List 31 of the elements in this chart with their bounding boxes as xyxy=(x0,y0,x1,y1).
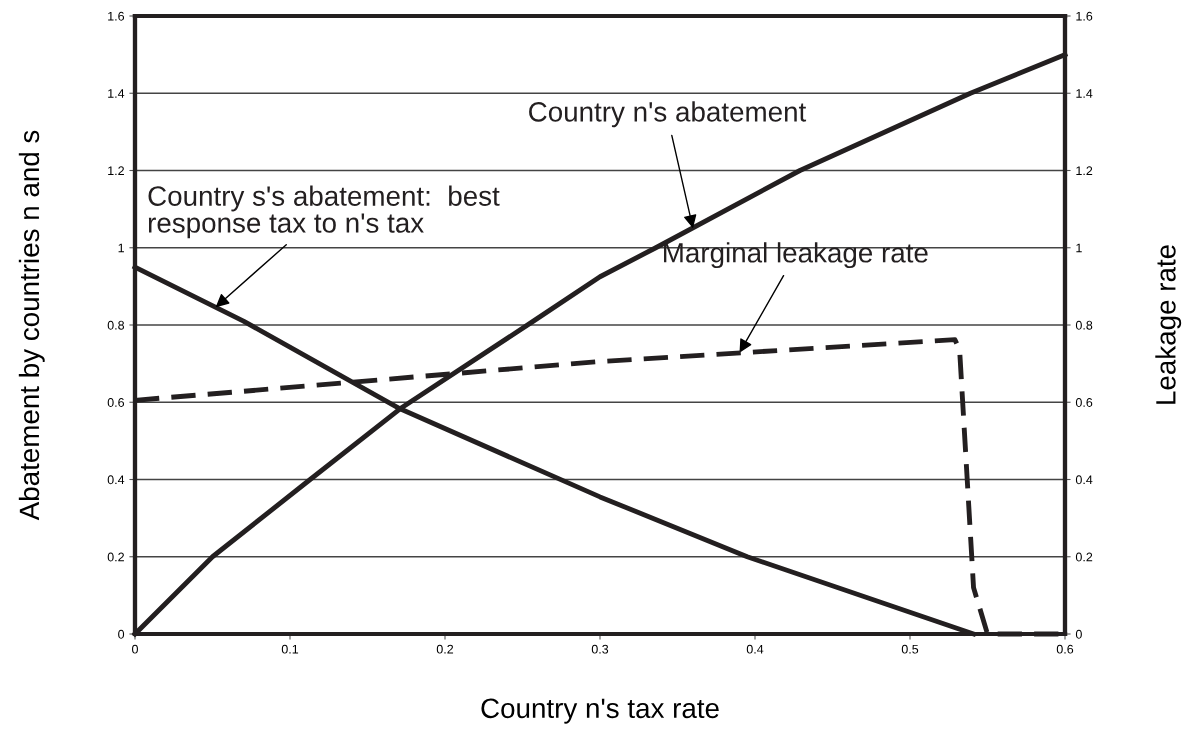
y-axis-title: Abatement by countries n and s xyxy=(18,130,45,521)
y2-tick-label: 1 xyxy=(1076,243,1082,253)
y-tick-label: 0.6 xyxy=(107,398,125,407)
y2-tick-label: 0 xyxy=(1075,629,1082,639)
x-tick-label: 0 xyxy=(132,644,138,654)
y-tick-label: 1.6 xyxy=(108,11,125,21)
x-tick-label: 0.3 xyxy=(591,644,609,654)
y-tick-label: 1 xyxy=(118,243,124,253)
y-tick-label: 0 xyxy=(118,629,125,639)
y2-tick-label: 0.6 xyxy=(1075,398,1093,407)
x-tick-label: 0.2 xyxy=(436,644,454,654)
y2-tick-label: 1.4 xyxy=(1076,89,1093,98)
x-tick-label: 0.5 xyxy=(901,644,919,654)
y2-tick-label: 1.2 xyxy=(1076,166,1093,176)
y2-axis-title: Leakage rate xyxy=(1155,245,1182,404)
y-tick-label: 0.8 xyxy=(107,320,125,330)
y-tick-label: 1.2 xyxy=(108,166,124,176)
x-tick-label: 0.4 xyxy=(746,644,764,654)
y2-tick-label: 0.2 xyxy=(1075,552,1093,562)
y-tick-label: 0.4 xyxy=(107,475,125,485)
annotation: Country n's abatement xyxy=(529,101,807,128)
x-tick-label: 0.6 xyxy=(1056,644,1074,654)
y-tick-label: 0.2 xyxy=(107,552,124,562)
annotation: Marginal leakage rate xyxy=(664,242,928,269)
x-tick-label: 0.1 xyxy=(281,644,299,654)
y2-tick-label: 0.4 xyxy=(1075,475,1093,485)
annotation: Country s's abatement: best response tax to n's tax xyxy=(148,185,500,239)
x-axis-title: Country n's tax rate xyxy=(481,698,719,724)
y2-tick-label: 0.8 xyxy=(1075,320,1093,330)
y2-tick-label: 1.6 xyxy=(1076,11,1093,21)
y-tick-label: 1.4 xyxy=(108,89,125,98)
